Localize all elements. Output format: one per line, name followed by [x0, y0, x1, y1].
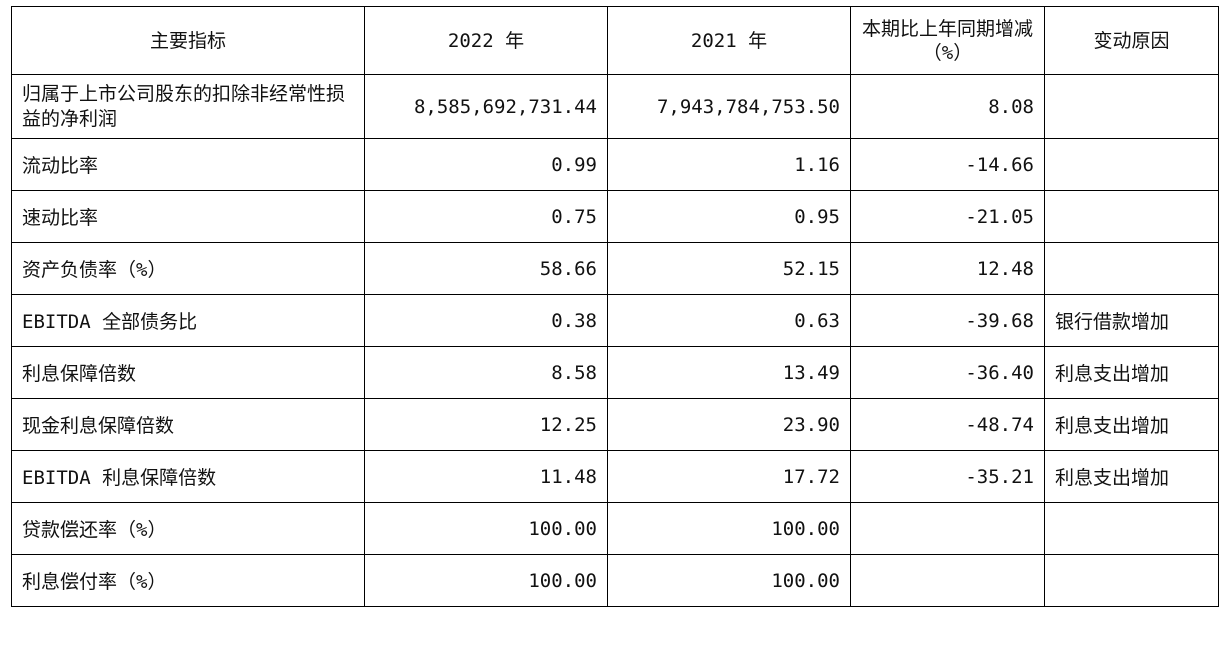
reason-cell: 银行借款增加: [1044, 294, 1219, 347]
value-2022-cell: 0.75: [364, 190, 608, 243]
reason-cell: [1044, 554, 1219, 607]
value-2022-cell: 8.58: [364, 346, 608, 399]
value-2021-cell: 0.63: [607, 294, 851, 347]
indicator-cell: EBITDA 利息保障倍数: [11, 450, 365, 503]
indicator-cell: EBITDA 全部债务比: [11, 294, 365, 347]
reason-cell: [1044, 502, 1219, 555]
header-indicator: 主要指标: [11, 6, 365, 75]
value-2022-cell: 58.66: [364, 242, 608, 295]
table-row: 利息偿付率（%） 100.00 100.00: [11, 554, 1219, 607]
value-2021-cell: 1.16: [607, 138, 851, 191]
reason-cell: [1044, 242, 1219, 295]
change-cell: -21.05: [850, 190, 1045, 243]
header-2021: 2021 年: [607, 6, 851, 75]
value-2021-cell: 23.90: [607, 398, 851, 451]
value-2021-cell: 100.00: [607, 502, 851, 555]
indicator-cell: 流动比率: [11, 138, 365, 191]
value-2022-cell: 100.00: [364, 554, 608, 607]
table-row: 资产负债率（%） 58.66 52.15 12.48: [11, 242, 1219, 295]
table-row: EBITDA 全部债务比 0.38 0.63 -39.68 银行借款增加: [11, 294, 1219, 347]
value-2022-cell: 11.48: [364, 450, 608, 503]
value-2022-cell: 0.99: [364, 138, 608, 191]
table-row: 速动比率 0.75 0.95 -21.05: [11, 190, 1219, 243]
change-cell: [850, 502, 1045, 555]
reason-cell: [1044, 74, 1219, 139]
reason-cell: 利息支出增加: [1044, 346, 1219, 399]
change-cell: 8.08: [850, 74, 1045, 139]
header-change: 本期比上年同期增减（%）: [850, 6, 1045, 75]
reason-cell: 利息支出增加: [1044, 450, 1219, 503]
header-row: 主要指标 2022 年 2021 年 本期比上年同期增减（%） 变动原因: [11, 6, 1219, 75]
table-row: 贷款偿还率（%） 100.00 100.00: [11, 502, 1219, 555]
value-2022-cell: 100.00: [364, 502, 608, 555]
value-2022-cell: 0.38: [364, 294, 608, 347]
indicator-cell: 利息保障倍数: [11, 346, 365, 399]
change-cell: [850, 554, 1045, 607]
indicator-cell: 归属于上市公司股东的扣除非经常性损益的净利润: [11, 74, 365, 139]
indicator-cell: 现金利息保障倍数: [11, 398, 365, 451]
value-2021-cell: 0.95: [607, 190, 851, 243]
value-2022-cell: 12.25: [364, 398, 608, 451]
change-cell: -14.66: [850, 138, 1045, 191]
value-2021-cell: 13.49: [607, 346, 851, 399]
table-row: 利息保障倍数 8.58 13.49 -36.40 利息支出增加: [11, 346, 1219, 399]
change-cell: -35.21: [850, 450, 1045, 503]
value-2021-cell: 100.00: [607, 554, 851, 607]
reason-cell: [1044, 138, 1219, 191]
change-cell: -36.40: [850, 346, 1045, 399]
indicator-cell: 速动比率: [11, 190, 365, 243]
table-row: 归属于上市公司股东的扣除非经常性损益的净利润 8,585,692,731.44 …: [11, 74, 1219, 139]
change-cell: -39.68: [850, 294, 1045, 347]
table-row: 现金利息保障倍数 12.25 23.90 -48.74 利息支出增加: [11, 398, 1219, 451]
header-2022: 2022 年: [364, 6, 608, 75]
header-reason: 变动原因: [1044, 6, 1219, 75]
financial-indicators-table: 主要指标 2022 年 2021 年 本期比上年同期增减（%） 变动原因 归属于…: [11, 6, 1219, 607]
indicator-cell: 贷款偿还率（%）: [11, 502, 365, 555]
value-2021-cell: 52.15: [607, 242, 851, 295]
value-2021-cell: 7,943,784,753.50: [607, 74, 851, 139]
indicator-cell: 资产负债率（%）: [11, 242, 365, 295]
indicator-cell: 利息偿付率（%）: [11, 554, 365, 607]
reason-cell: 利息支出增加: [1044, 398, 1219, 451]
change-cell: -48.74: [850, 398, 1045, 451]
change-cell: 12.48: [850, 242, 1045, 295]
value-2022-cell: 8,585,692,731.44: [364, 74, 608, 139]
table-row: EBITDA 利息保障倍数 11.48 17.72 -35.21 利息支出增加: [11, 450, 1219, 503]
table-row: 流动比率 0.99 1.16 -14.66: [11, 138, 1219, 191]
reason-cell: [1044, 190, 1219, 243]
value-2021-cell: 17.72: [607, 450, 851, 503]
